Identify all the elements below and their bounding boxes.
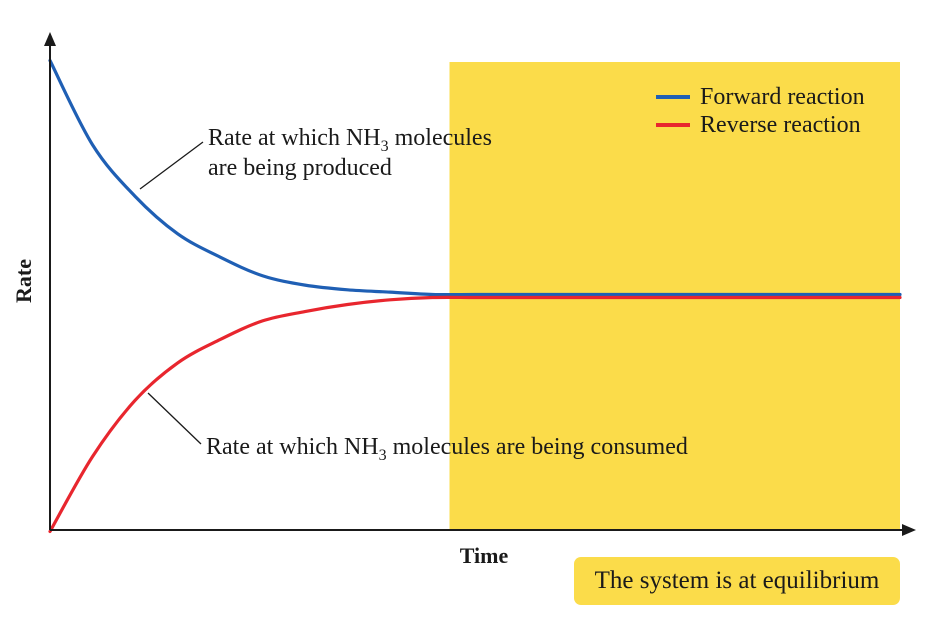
y-axis-label: Rate	[11, 259, 36, 303]
reverse-leader-line	[147, 392, 202, 445]
reverse-annotation: Rate at which NH3 molecules are being co…	[206, 434, 688, 464]
forward-annotation-subscript: 3	[381, 138, 389, 155]
legend-label-reverse: Reverse reaction	[700, 112, 861, 138]
legend: Forward reaction Reverse reaction	[656, 84, 865, 138]
series-line-reverse	[48, 295, 902, 534]
reverse-annotation-subscript: 3	[379, 447, 387, 464]
curves-group	[48, 58, 902, 534]
x-axis-label: Time	[460, 543, 509, 568]
forward-leader-line	[139, 141, 204, 190]
forward-annotation-line2: are being produced	[208, 155, 392, 181]
legend-label-forward: Forward reaction	[700, 84, 865, 110]
equilibrium-badge: The system is at equilibrium	[574, 557, 900, 605]
y-axis-arrow	[44, 32, 56, 46]
x-axis-arrow	[902, 524, 916, 536]
forward-annotation-line1: Rate at which NH3 molecules	[208, 125, 492, 155]
series-line-forward	[48, 58, 902, 297]
